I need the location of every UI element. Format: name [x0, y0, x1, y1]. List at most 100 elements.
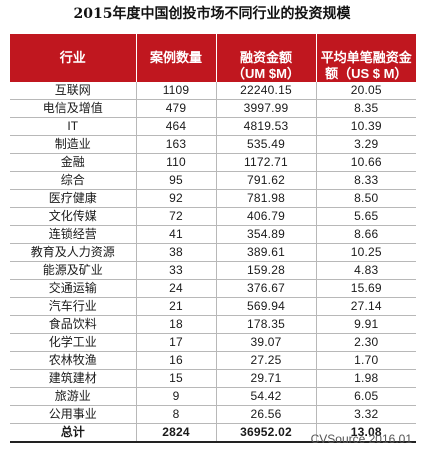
header-financing-amount-label: 融资金额 （UM $M）: [232, 50, 300, 81]
table-title: 2015年度中国创投市场不同行业的投资规模: [73, 6, 351, 22]
cell-case-count: 41: [136, 225, 217, 244]
cell-financing-amount: 178.35: [216, 315, 317, 334]
cell-case-count: 18: [136, 315, 217, 334]
table-row: 公用事业 8 26.56 3.32: [10, 405, 416, 424]
cell-case-count: 38: [136, 243, 217, 262]
table-row: 建筑建材 15 29.71 1.98: [10, 369, 416, 388]
cell-industry: 交通运输: [10, 279, 137, 298]
cell-financing-amount: 791.62: [216, 171, 317, 190]
table-row: 金融 110 1172.71 10.66: [10, 153, 416, 172]
cell-case-count: 479: [136, 99, 217, 118]
cell-avg-financing: 5.65: [316, 207, 416, 226]
table-row: 电信及增值 479 3997.99 8.35: [10, 99, 416, 118]
table-row: 综合 95 791.62 8.33: [10, 171, 416, 190]
cell-avg-financing: 3.29: [316, 135, 416, 154]
cell-industry: 建筑建材: [10, 369, 137, 388]
header-case-count: 案例数量: [136, 34, 217, 82]
cell-case-count: 95: [136, 171, 217, 190]
cell-industry: 旅游业: [10, 387, 137, 406]
cell-financing-amount: 781.98: [216, 189, 317, 208]
total-avg-financing: 13.08: [316, 423, 416, 443]
cell-avg-financing: 4.83: [316, 261, 416, 280]
cell-financing-amount: 354.89: [216, 225, 317, 244]
table-row: 汽车行业 21 569.94 27.14: [10, 297, 416, 316]
cell-financing-amount: 1172.71: [216, 153, 317, 172]
total-financing-amount: 36952.02: [216, 423, 317, 443]
cell-industry: 互联网: [10, 82, 137, 100]
cell-industry: 电信及增值: [10, 99, 137, 118]
cell-case-count: 72: [136, 207, 217, 226]
table-row: 食品饮料 18 178.35 9.91: [10, 315, 416, 334]
table-row: 能源及矿业 33 159.28 4.83: [10, 261, 416, 280]
header-financing-amount: 融资金额 （UM $M）: [216, 34, 317, 82]
total-label: 总计: [10, 423, 137, 443]
cell-financing-amount: 22240.15: [216, 82, 317, 100]
total-case-count: 2824: [136, 423, 217, 443]
cell-case-count: 33: [136, 261, 217, 280]
table-row: 农林牧渔 16 27.25 1.70: [10, 351, 416, 370]
table-row: 医疗健康 92 781.98 8.50: [10, 189, 416, 208]
cell-financing-amount: 54.42: [216, 387, 317, 406]
table-row: 制造业 163 535.49 3.29: [10, 135, 416, 154]
cell-industry: 教育及人力资源: [10, 243, 137, 262]
table-row: 互联网 1109 22240.15 20.05: [10, 82, 416, 100]
cell-financing-amount: 26.56: [216, 405, 317, 424]
header-case-count-label: 案例数量: [149, 50, 202, 65]
cell-avg-financing: 15.69: [316, 279, 416, 298]
cell-avg-financing: 8.66: [316, 225, 416, 244]
cell-financing-amount: 569.94: [216, 297, 317, 316]
cell-financing-amount: 535.49: [216, 135, 317, 154]
header-row: 行业 案例数量 融资金额 （UM $M） 平均单笔融资金 额（US $ M）: [10, 34, 416, 82]
cell-avg-financing: 1.70: [316, 351, 416, 370]
header-avg-financing-label: 平均单笔融资金 额（US $ M）: [320, 50, 412, 81]
cell-industry: 农林牧渔: [10, 351, 137, 370]
cell-financing-amount: 389.61: [216, 243, 317, 262]
table-row: 连锁经营 41 354.89 8.66: [10, 225, 416, 244]
cell-financing-amount: 4819.53: [216, 117, 317, 136]
cell-industry: 食品饮料: [10, 315, 137, 334]
cell-case-count: 15: [136, 369, 217, 388]
cell-case-count: 21: [136, 297, 217, 316]
table-row: 教育及人力资源 38 389.61 10.25: [10, 243, 416, 262]
table-row: IT 464 4819.53 10.39: [10, 117, 416, 136]
cell-avg-financing: 27.14: [316, 297, 416, 316]
cell-avg-financing: 6.05: [316, 387, 416, 406]
header-industry: 行业: [10, 34, 137, 82]
cell-avg-financing: 20.05: [316, 82, 416, 100]
cell-case-count: 110: [136, 153, 217, 172]
cell-industry: 能源及矿业: [10, 261, 137, 280]
investment-table: 行业 案例数量 融资金额 （UM $M） 平均单笔融资金 额（US $ M） 互…: [10, 34, 416, 443]
cell-industry: 综合: [10, 171, 137, 190]
cell-avg-financing: 8.35: [316, 99, 416, 118]
cell-avg-financing: 3.32: [316, 405, 416, 424]
cell-avg-financing: 10.66: [316, 153, 416, 172]
cell-avg-financing: 1.98: [316, 369, 416, 388]
cell-avg-financing: 10.25: [316, 243, 416, 262]
cell-financing-amount: 27.25: [216, 351, 317, 370]
cell-avg-financing: 8.33: [316, 171, 416, 190]
cell-industry: IT: [10, 117, 137, 136]
cell-financing-amount: 39.07: [216, 333, 317, 352]
cell-avg-financing: 8.50: [316, 189, 416, 208]
cell-financing-amount: 159.28: [216, 261, 317, 280]
cell-financing-amount: 29.71: [216, 369, 317, 388]
cell-case-count: 17: [136, 333, 217, 352]
cell-avg-financing: 9.91: [316, 315, 416, 334]
cell-case-count: 9: [136, 387, 217, 406]
cell-case-count: 92: [136, 189, 217, 208]
cell-industry: 连锁经营: [10, 225, 137, 244]
header-industry-label: 行业: [59, 50, 86, 65]
cell-industry: 制造业: [10, 135, 137, 154]
cell-case-count: 24: [136, 279, 217, 298]
table-row: 文化传媒 72 406.79 5.65: [10, 207, 416, 226]
cell-industry: 汽车行业: [10, 297, 137, 316]
total-row: 总计 2824 36952.02 13.08: [10, 423, 416, 443]
cell-industry: 化学工业: [10, 333, 137, 352]
cell-avg-financing: 10.39: [316, 117, 416, 136]
cell-case-count: 464: [136, 117, 217, 136]
cell-avg-financing: 2.30: [316, 333, 416, 352]
cell-industry: 医疗健康: [10, 189, 137, 208]
cell-case-count: 1109: [136, 82, 217, 100]
cell-case-count: 16: [136, 351, 217, 370]
cell-financing-amount: 406.79: [216, 207, 317, 226]
